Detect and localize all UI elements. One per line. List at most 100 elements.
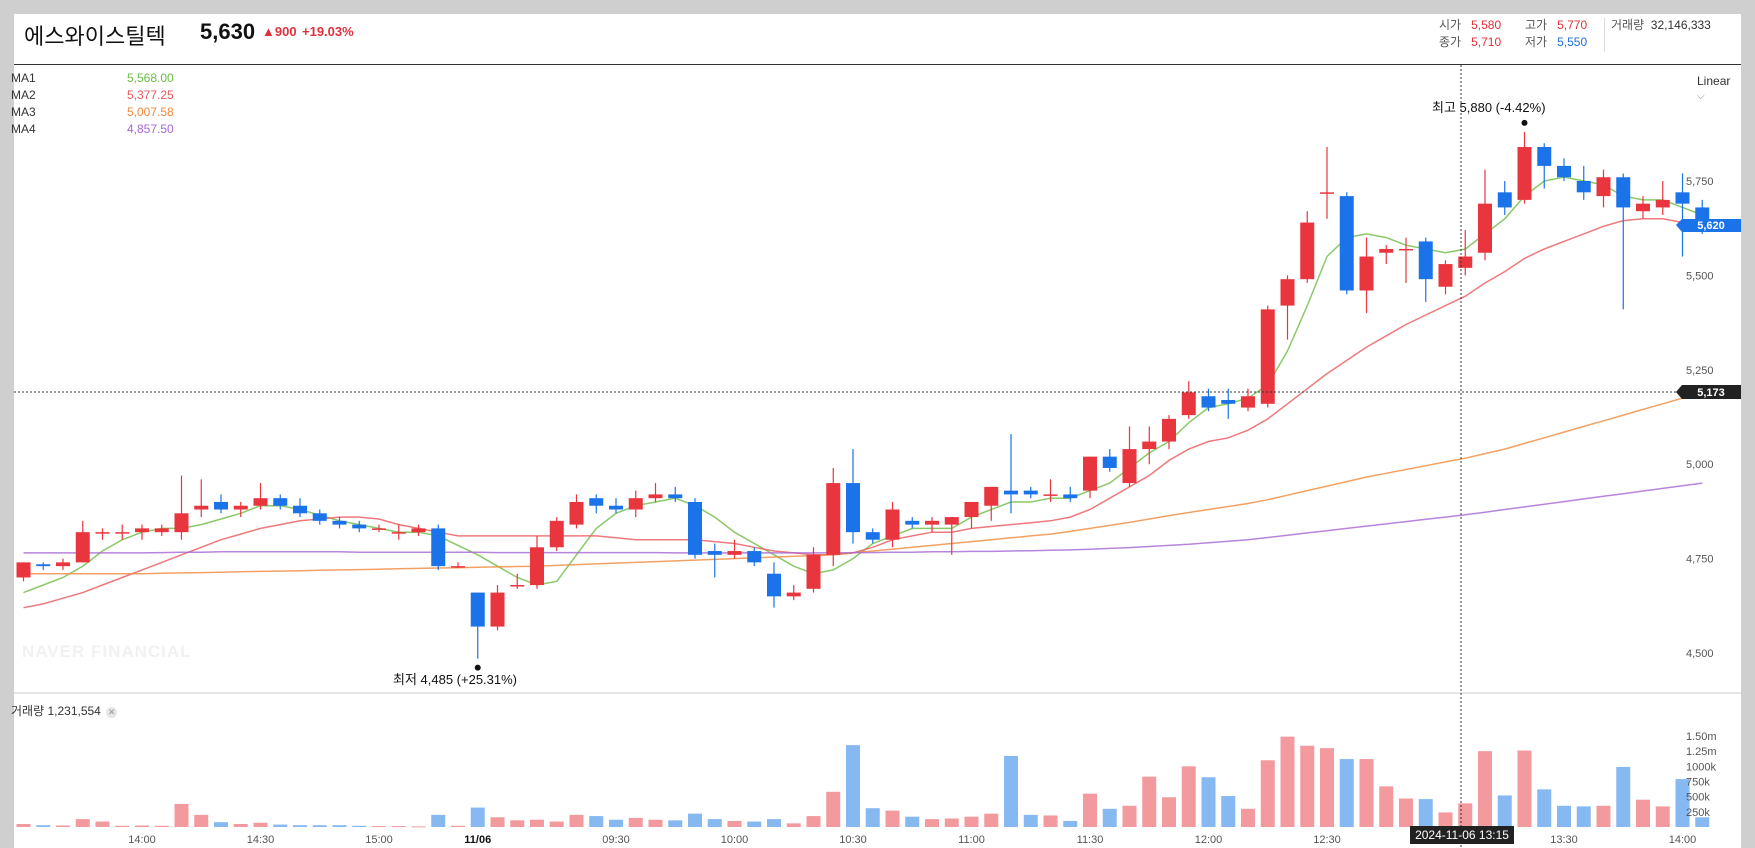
candle-body	[1438, 264, 1453, 287]
volume-bar	[253, 822, 268, 827]
low-annotation: 최저 4,485 (+25.31%)	[393, 664, 517, 687]
volume-bar	[628, 817, 643, 827]
candle	[549, 517, 564, 552]
time-tick-label: 11:30	[1077, 834, 1104, 846]
volume-bar	[688, 813, 702, 827]
close-icon[interactable]: ✕	[106, 707, 118, 718]
stock-header: 에스와이스틸텍 5,630 ▲900 +19.03% 시가 5,580 종가 5…	[14, 14, 1741, 65]
volume-bar	[16, 823, 31, 827]
candle-body	[1675, 192, 1690, 204]
candle-body	[1636, 203, 1650, 212]
candle-body	[589, 498, 604, 506]
time-tick-label: 11:00	[958, 834, 985, 846]
volume-bar	[1320, 748, 1334, 827]
candle-body	[1241, 396, 1255, 408]
price-tick-label: 5,500	[1686, 270, 1714, 282]
candle	[984, 486, 999, 521]
crosshair-time-badge: 2024-11-06 13:15	[1410, 826, 1514, 844]
scale-type-dropdown[interactable]: Linear ⌵	[1697, 74, 1741, 102]
volume-bar	[1596, 805, 1611, 827]
price-tick-label: 5,750	[1686, 176, 1714, 188]
candle-body	[293, 505, 307, 514]
candle	[707, 543, 722, 578]
candle	[1596, 169, 1611, 208]
candle-body	[1083, 456, 1097, 491]
price-change-percent: +19.03%	[302, 24, 354, 39]
volume-bar	[1339, 759, 1354, 827]
volume-bar	[1458, 803, 1473, 827]
candle	[786, 585, 801, 601]
candle	[1181, 381, 1196, 419]
volume-bar	[668, 820, 683, 827]
open-label: 시가	[1439, 18, 1462, 32]
candle	[865, 528, 880, 544]
candle	[846, 449, 860, 544]
candle	[372, 524, 386, 533]
candle-body	[470, 592, 485, 627]
volume-value: 32,146,333	[1650, 18, 1711, 32]
candle-body	[1043, 494, 1058, 496]
candle	[115, 524, 130, 540]
candle	[1162, 415, 1176, 450]
candle-body	[1616, 177, 1631, 208]
candle-body	[16, 562, 31, 578]
candle	[1004, 433, 1018, 514]
candle	[688, 498, 702, 559]
price-change: ▲900	[262, 24, 297, 39]
candle-body	[1142, 441, 1157, 450]
volume-bar	[1142, 776, 1157, 827]
volume-bar	[312, 825, 327, 827]
ma-line-ma1	[23, 176, 1703, 594]
current-price: 5,630	[200, 19, 256, 44]
candle	[589, 494, 604, 514]
volume-bar	[1557, 805, 1571, 827]
candle-body	[905, 520, 920, 525]
candle	[411, 524, 426, 536]
candle-body	[569, 501, 584, 525]
candle-body	[806, 554, 821, 589]
stock-name[interactable]: 에스와이스틸텍	[24, 24, 166, 49]
high-value: 5,770	[1557, 18, 1588, 32]
candle	[1636, 196, 1650, 219]
candle	[352, 520, 367, 533]
volume-bar	[846, 745, 860, 827]
low-label: 최저 4,485 (+25.31%)	[393, 672, 517, 687]
candle-body	[747, 551, 762, 563]
candle-body	[826, 483, 841, 555]
ma-line-ma3	[23, 391, 1703, 575]
candle-body	[984, 486, 999, 506]
candle-body	[707, 551, 722, 555]
volume-tick-label: 1000k	[1686, 761, 1716, 773]
volume-bar	[1497, 795, 1512, 827]
candle	[1221, 388, 1236, 419]
candle-body	[411, 528, 426, 533]
volume-bar	[1616, 766, 1631, 827]
ma-value: 4,857.50	[127, 122, 174, 136]
candle	[569, 494, 584, 529]
candle	[451, 562, 465, 569]
open-value: 5,580	[1471, 18, 1502, 32]
close-label: 종가	[1439, 35, 1462, 49]
candle-body	[628, 498, 643, 510]
volume-bar	[510, 820, 525, 827]
low-marker	[474, 664, 481, 671]
volume-bar	[273, 824, 288, 827]
volume-bar	[1418, 799, 1433, 827]
candle-body	[549, 520, 564, 548]
price-chart[interactable]: 4,500 4,750 5,000 5,250 5,500 5,750 250k 500k 7…	[14, 14, 1741, 848]
candle	[135, 524, 149, 540]
candle-body	[1004, 490, 1018, 495]
candle-body	[1320, 192, 1334, 194]
candle	[293, 498, 307, 518]
volume-bar	[174, 803, 189, 827]
candle	[1557, 158, 1571, 181]
volume-bar	[1083, 793, 1097, 827]
candle	[95, 528, 110, 540]
candle	[1675, 173, 1690, 257]
candle-body	[115, 532, 130, 534]
volume-bar	[451, 825, 465, 827]
candlesticks	[16, 131, 1710, 659]
candle	[312, 509, 327, 525]
candle-body	[451, 566, 465, 568]
candle	[391, 524, 406, 540]
